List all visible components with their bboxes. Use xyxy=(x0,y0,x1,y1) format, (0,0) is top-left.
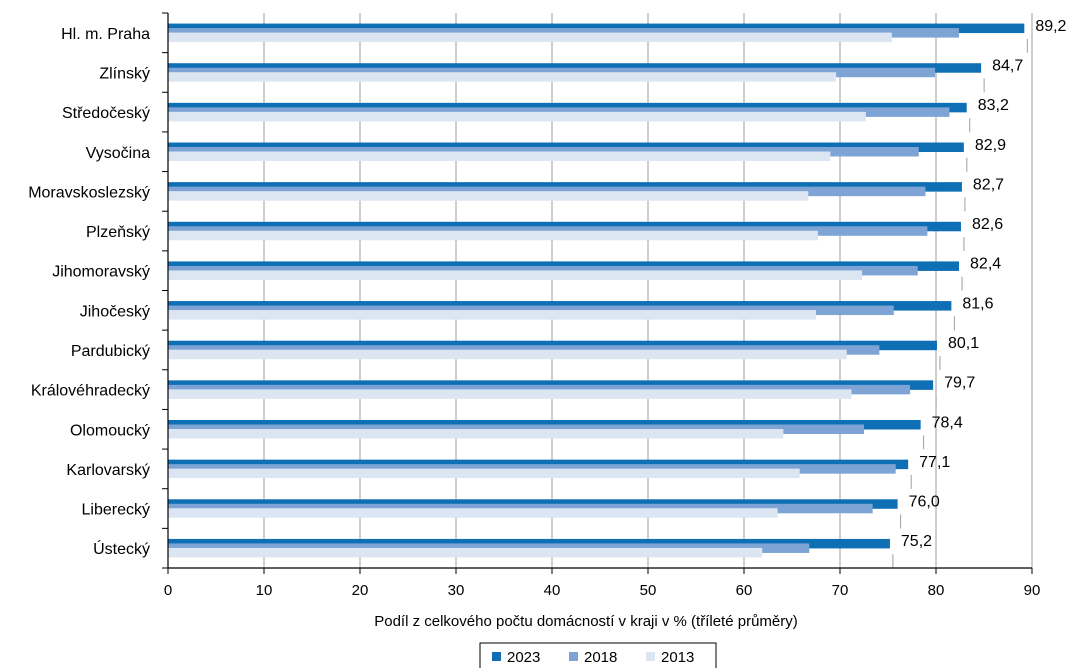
category-label: Pardubický xyxy=(71,343,150,360)
category-label: Hl. m. Praha xyxy=(61,26,150,43)
bars xyxy=(168,23,1025,558)
value-label: 83,2 xyxy=(978,97,1009,114)
x-tick-label: 20 xyxy=(352,582,369,599)
value-label: 76,0 xyxy=(909,494,940,511)
category-labels: Hl. m. Praha Zlínský Středočeský Vysočina Mo… xyxy=(28,26,150,558)
x-tick-label: 0 xyxy=(164,582,172,599)
bar-2013 xyxy=(168,349,847,360)
value-label: 82,7 xyxy=(973,176,1004,193)
bar-2013 xyxy=(168,547,763,558)
legend-box xyxy=(479,642,717,668)
category-label: Plzeňský xyxy=(86,224,150,241)
category-label: Vysočina xyxy=(86,145,150,162)
value-label: 82,6 xyxy=(972,216,1003,233)
value-label: 79,7 xyxy=(944,375,975,392)
bar-2013 xyxy=(168,72,837,82)
value-label: 78,4 xyxy=(932,414,963,431)
value-labels: 89,2 84,7 83,2 82,9 82,7 82,6 82,4 81,6 80,1 79,7… xyxy=(901,18,1067,550)
bar-2013 xyxy=(168,32,892,43)
category-label: Jihomoravský xyxy=(52,264,150,281)
x-tick-label: 10 xyxy=(256,582,273,599)
bar-2013 xyxy=(168,111,866,122)
category-label: Zlínský xyxy=(99,65,150,82)
legend-swatch-2013 xyxy=(646,652,655,661)
category-label: Olomoucký xyxy=(70,422,150,439)
value-leader-lines xyxy=(892,38,1028,569)
bar-2013 xyxy=(168,151,831,161)
bar-2013 xyxy=(168,191,809,201)
value-label: 89,2 xyxy=(1035,18,1066,35)
bar-2013 xyxy=(168,230,818,241)
bar-2013 xyxy=(168,508,778,518)
x-tick-labels: 0 10 20 30 40 50 60 70 80 90 xyxy=(164,582,1041,599)
x-tick-label: 80 xyxy=(928,582,945,599)
value-label: 77,1 xyxy=(919,454,950,471)
x-tick-label: 30 xyxy=(448,582,465,599)
gridlines xyxy=(263,13,1033,568)
legend-label-2023: 2023 xyxy=(507,649,540,666)
category-label: Karlovarský xyxy=(66,462,150,479)
value-label: 81,6 xyxy=(962,295,993,312)
x-axis-title: Podíl z celkového počtu domácností v kra… xyxy=(374,613,798,630)
x-tick-label: 50 xyxy=(640,582,657,599)
value-label: 80,1 xyxy=(948,335,979,352)
category-label: Královéhradecký xyxy=(31,383,150,400)
x-tick-label: 60 xyxy=(736,582,753,599)
bar-2013 xyxy=(168,468,800,479)
x-tick-label: 40 xyxy=(544,582,561,599)
bar-2013 xyxy=(168,429,784,439)
bar-2013 xyxy=(168,270,863,280)
legend-swatch-2018 xyxy=(569,652,578,661)
x-tick-label: 90 xyxy=(1024,582,1041,599)
bar-2013 xyxy=(168,310,816,320)
legend: 2023 2018 2013 xyxy=(479,642,717,668)
legend-swatch-2023 xyxy=(492,652,501,661)
category-label: Jihočeský xyxy=(80,303,150,320)
category-label: Středočeský xyxy=(62,105,150,122)
category-label: Liberecký xyxy=(82,502,150,519)
legend-label-2013: 2013 xyxy=(661,649,694,666)
value-label: 82,4 xyxy=(970,256,1001,273)
axes xyxy=(162,12,1033,574)
x-tick-label: 70 xyxy=(832,582,849,599)
value-label: 82,9 xyxy=(975,137,1006,154)
category-label: Ústecký xyxy=(93,539,150,558)
legend-label-2018: 2018 xyxy=(584,649,617,666)
value-label: 84,7 xyxy=(992,57,1023,74)
bar-2013 xyxy=(168,389,852,399)
value-label: 75,2 xyxy=(901,533,932,550)
category-label: Moravskoslezský xyxy=(28,184,150,201)
